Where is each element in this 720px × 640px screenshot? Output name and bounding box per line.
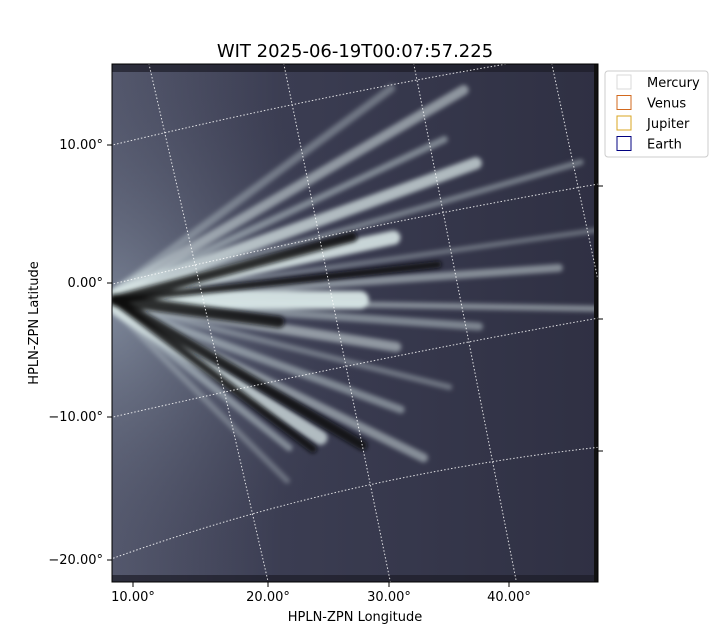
grid-line [112,183,598,285]
bright-streamer [112,300,453,391]
dark-streamer [112,295,368,451]
bright-streamer [112,157,482,301]
bright-streamer [112,227,598,301]
x-axis-ticks: 10.00° 20.00° 30.00° 40.00° [111,582,531,605]
legend-swatch [616,74,632,90]
y-tick-label: 0.00° [68,276,103,291]
legend-swatch [616,115,632,131]
grid-line [551,64,598,281]
bright-streamer [112,307,291,484]
legend-label: Earth [647,138,682,153]
grid-line [283,64,391,582]
bright-streamer [112,135,448,298]
y-axis-label: HPLN-ZPN Latitude [27,261,42,384]
x-tick-label: 20.00° [246,590,290,605]
x-axis-label: HPLN-ZPN Longitude [288,610,423,625]
plot-area [111,63,599,583]
dark-streamer [112,294,285,328]
grid-line [112,64,510,146]
dark-streamer [112,260,442,304]
legend-swatch [616,95,632,110]
bright-streamer [112,297,598,312]
legend-label: Mercury [647,76,700,91]
dark-streamer-features [112,232,442,454]
legend-box [604,70,709,158]
x-tick-label: 10.00° [111,590,155,605]
coordinate-grid [112,64,598,582]
grid-line [413,64,517,582]
y-tick-label: −10.00° [48,410,103,425]
legend-label: Venus [647,97,686,112]
bright-streamer [112,85,469,298]
grid-line [112,446,598,560]
grid-line [112,317,598,418]
x-tick-label: 40.00° [487,590,531,605]
plot-frame [111,63,599,583]
legend: Mercury Venus Jupiter Earth [604,70,709,158]
dark-streamer [112,296,317,454]
dark-streamer [112,232,358,305]
y-tick-label: 10.00° [59,138,103,153]
y-tick-label: −20.00° [48,553,103,568]
bright-streamer [112,305,293,452]
bright-streamer [112,84,396,296]
x-tick-label: 30.00° [367,590,411,605]
chart-title: WIT 2025-06-19T00:07:57.225 [217,41,493,62]
y-axis-ticks: 10.00° 0.00° −10.00° −20.00° [48,138,603,568]
legend-swatch [616,136,632,151]
legend-label: Jupiter [646,117,690,132]
